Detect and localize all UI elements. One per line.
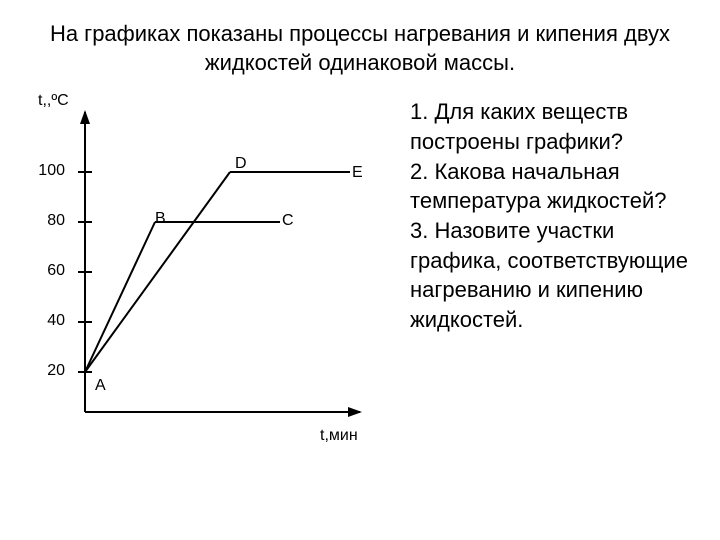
y-tick-label: 80 (35, 212, 65, 230)
question-1: 1. Для каких веществ построены графики? (410, 97, 690, 156)
point-label-b: B (155, 210, 166, 228)
y-tick-label: 40 (35, 312, 65, 330)
chart-area: t,,ºС 10080604020 ABCDE t,мин (30, 92, 390, 482)
y-tick-label: 100 (35, 162, 65, 180)
point-label-a: A (95, 377, 106, 395)
question-3: 3. Назовите участки графика, соответству… (410, 216, 690, 335)
point-label-e: E (352, 164, 363, 182)
point-label-d: D (235, 155, 247, 173)
content-row: t,,ºС 10080604020 ABCDE t,мин 1. Для как… (30, 92, 690, 482)
y-tick-mark (78, 371, 92, 373)
y-tick-mark (78, 321, 92, 323)
x-axis-label: t,мин (320, 427, 358, 445)
point-label-c: C (282, 212, 294, 230)
questions-block: 1. Для каких веществ построены графики? … (410, 92, 690, 482)
y-tick-label: 60 (35, 262, 65, 280)
chart-svg (30, 92, 390, 482)
question-2: 2. Какова начальная температура жидкосте… (410, 157, 690, 216)
y-tick-mark (78, 171, 92, 173)
page-title: На графиках показаны процессы нагревания… (30, 20, 690, 77)
y-tick-mark (78, 221, 92, 223)
y-tick-mark (78, 271, 92, 273)
y-tick-label: 20 (35, 362, 65, 380)
